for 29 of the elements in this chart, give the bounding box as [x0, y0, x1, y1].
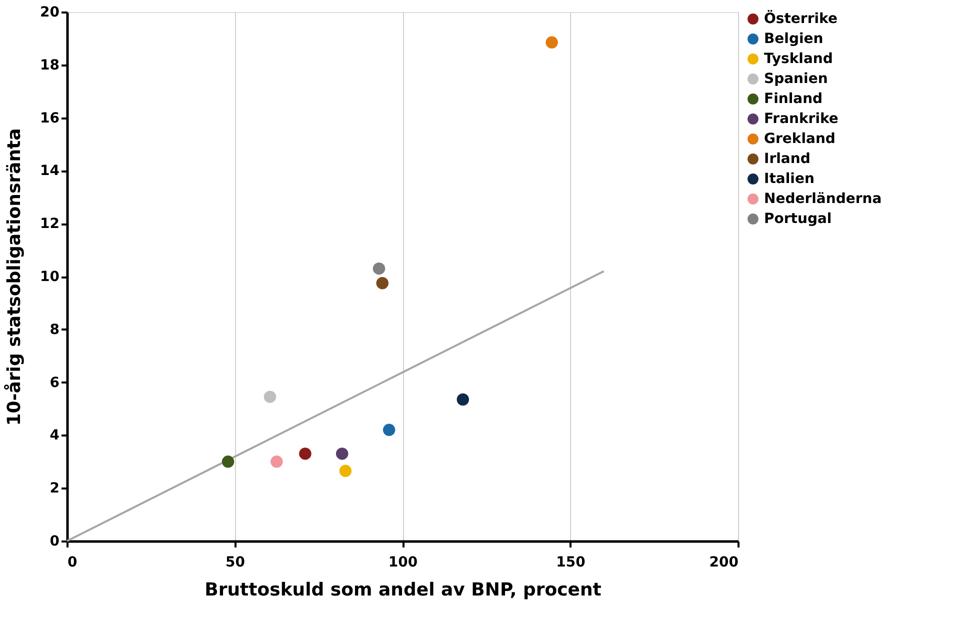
legend-label: Finland [764, 91, 823, 107]
y-tick-label: 16 [40, 110, 60, 126]
x-tick-label: 50 [226, 554, 246, 570]
y-tick-label: 4 [50, 428, 60, 444]
x-tick-label: 150 [556, 554, 586, 570]
x-axis-title: Bruttoskuld som andel av BNP, procent [204, 580, 602, 600]
legend-label: Irland [764, 151, 810, 167]
legend-label: Nederländerna [764, 191, 882, 207]
y-tick-label: 20 [40, 4, 60, 20]
y-tick-label: 6 [50, 374, 60, 391]
legend-label: Portugal [764, 211, 832, 227]
legend-label: Spanien [764, 71, 828, 87]
y-tick-label: 10 [40, 269, 60, 285]
y-tick-label: 0 [50, 534, 60, 550]
y-axis-title: 10-årig statsobligationsränta [4, 128, 26, 426]
y-tick-label: 12 [40, 216, 60, 232]
legend-label: Frankrike [764, 111, 838, 127]
x-tick-label: 0 [68, 554, 78, 570]
y-tick-label: 18 [40, 57, 60, 74]
y-tick-label: 2 [50, 480, 60, 497]
y-tick-label: 14 [40, 163, 60, 180]
legend-label: Tyskland [764, 51, 833, 67]
x-tick-label: 100 [388, 554, 418, 570]
legend-label: Grekland [764, 131, 836, 147]
x-tick-label: 200 [709, 554, 739, 570]
y-tick-label: 8 [50, 322, 60, 338]
legend-label: Belgien [764, 31, 824, 47]
legend-label: Italien [764, 171, 814, 187]
legend-label: Österrike [764, 10, 838, 27]
